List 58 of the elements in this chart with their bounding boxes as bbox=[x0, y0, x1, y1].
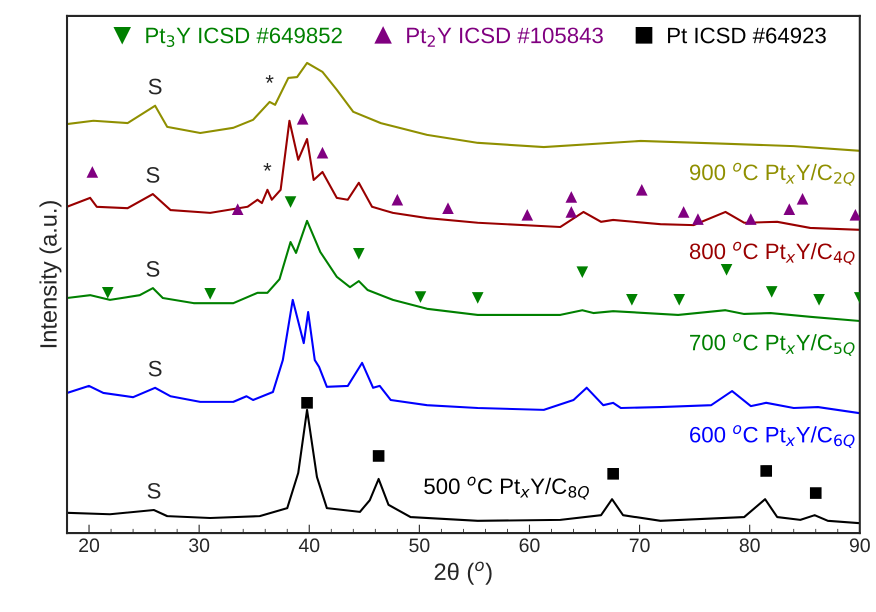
point bbox=[607, 468, 619, 480]
point bbox=[760, 465, 772, 477]
series-label: 500 $^{o}$C Pt$_{x}$Y/C$_{8Q}$ bbox=[424, 476, 589, 500]
x-axis-title: 2θ ($^{o}$) bbox=[434, 562, 492, 585]
series-label: 900 $^{o}$C Pt$_{x}$Y/C$_{2Q}$ bbox=[690, 162, 855, 186]
point bbox=[301, 397, 313, 409]
point bbox=[810, 487, 822, 499]
point bbox=[813, 294, 825, 306]
point bbox=[392, 194, 404, 206]
point bbox=[678, 206, 690, 218]
point bbox=[784, 203, 796, 215]
point bbox=[372, 450, 384, 462]
x-tick-label: 20 bbox=[79, 538, 100, 552]
x-tick-label: 40 bbox=[298, 538, 320, 552]
x-tick-label: 50 bbox=[409, 538, 430, 552]
point bbox=[232, 203, 244, 215]
point bbox=[414, 291, 426, 303]
y-axis-title: Intensity (a.u.) bbox=[39, 201, 62, 348]
point bbox=[796, 192, 808, 205]
point bbox=[566, 206, 578, 218]
point bbox=[521, 208, 534, 221]
series-label: 700 $^{o}$C Pt$_{x}$Y/C$_{5Q}$ bbox=[690, 332, 855, 356]
point bbox=[744, 213, 757, 225]
point bbox=[636, 184, 648, 196]
point bbox=[576, 266, 588, 278]
series-label: 800 $^{o}$C Pt$_{x}$Y/C$_{4Q}$ bbox=[690, 242, 855, 265]
x-tick-label: 90 bbox=[850, 538, 870, 552]
point bbox=[673, 294, 686, 306]
point bbox=[850, 208, 860, 221]
annotation: S bbox=[148, 482, 160, 499]
x-tick-label: 30 bbox=[189, 538, 210, 552]
point bbox=[766, 286, 778, 298]
point bbox=[284, 196, 296, 208]
point bbox=[316, 146, 328, 159]
annotation: S bbox=[148, 360, 162, 376]
point bbox=[692, 213, 704, 225]
point bbox=[566, 191, 578, 203]
annotation: S bbox=[146, 261, 160, 277]
point bbox=[720, 264, 732, 276]
point bbox=[204, 288, 216, 300]
annotation: S bbox=[146, 167, 160, 183]
point bbox=[442, 202, 454, 214]
point bbox=[626, 294, 638, 306]
point bbox=[102, 287, 114, 299]
legend-label: Pt$_{2}$Y ICSD #105843 bbox=[407, 28, 603, 47]
x-tick-label: 80 bbox=[740, 538, 760, 552]
point bbox=[296, 113, 308, 125]
legend-label: Pt ICSD #64923 bbox=[668, 28, 826, 44]
x-tick-label: 60 bbox=[520, 538, 540, 552]
x-tick-label: 70 bbox=[630, 538, 650, 552]
point bbox=[352, 248, 365, 260]
annotation: * bbox=[266, 75, 274, 83]
legend-label: Pt$_{3}$Y ICSD #649852 bbox=[146, 28, 342, 47]
point bbox=[86, 166, 98, 178]
annotation: S bbox=[148, 78, 162, 94]
series-label: 600 $^{o}$C Pt$_{x}$Y/C$_{6Q}$ bbox=[690, 425, 855, 448]
annotation: * bbox=[263, 163, 272, 171]
point bbox=[472, 292, 484, 304]
